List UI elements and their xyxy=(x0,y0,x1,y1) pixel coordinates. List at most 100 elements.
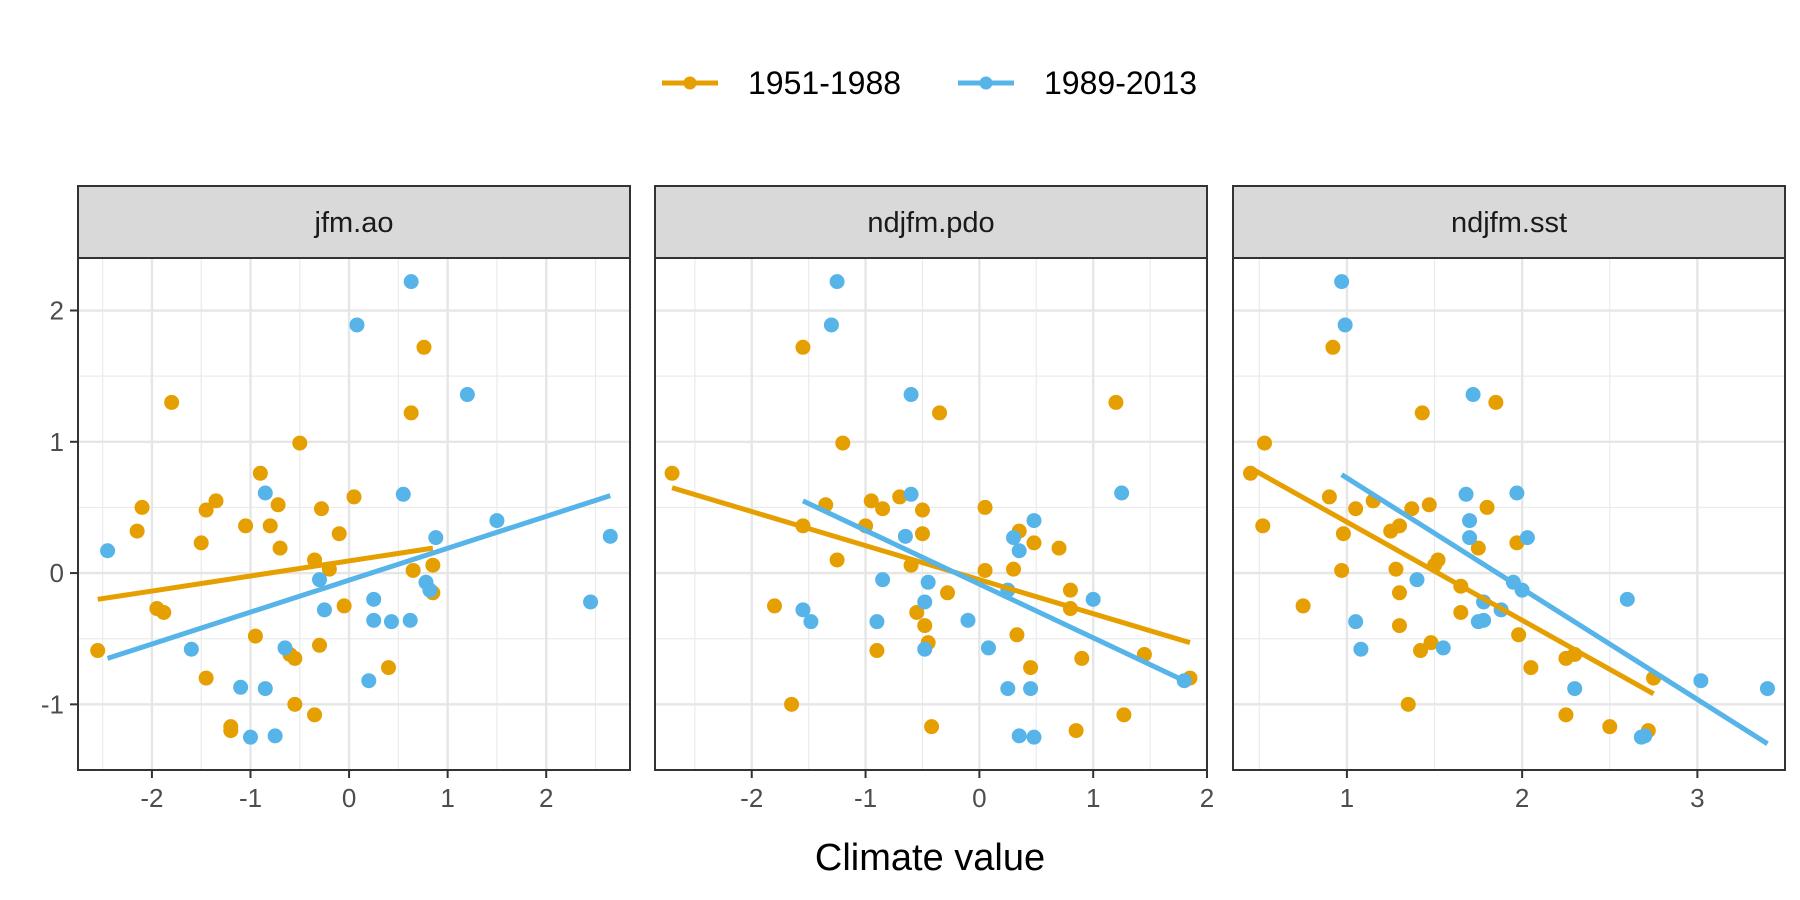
point-1951-1988 xyxy=(1511,627,1527,643)
point-1951-1988 xyxy=(425,557,441,573)
point-1951-1988 xyxy=(1257,435,1273,451)
point-1951-1988 xyxy=(664,465,680,481)
x-tick-label: 3 xyxy=(1690,783,1704,813)
x-tick-label: -2 xyxy=(740,783,763,813)
fit-line-1989-2013 xyxy=(1340,472,1769,746)
facet-panel-ndjfm.pdo: ndjfm.pdo -2 -1 0 1 2 xyxy=(654,185,1214,813)
point-1951-1988 xyxy=(1108,394,1124,410)
point-1989-2013 xyxy=(1465,387,1481,403)
point-1951-1988 xyxy=(238,518,254,534)
point-1989-2013 xyxy=(1353,641,1369,657)
x-axis-label: Climate value xyxy=(815,837,1045,879)
point-1951-1988 xyxy=(1400,696,1416,712)
point-1951-1988 xyxy=(134,499,150,515)
point-1951-1988 xyxy=(829,552,845,568)
point-1989-2013 xyxy=(823,317,839,333)
point-1951-1988 xyxy=(223,723,239,739)
point-1951-1988 xyxy=(1388,561,1404,577)
point-1951-1988 xyxy=(932,405,948,421)
point-1951-1988 xyxy=(405,562,421,578)
point-1951-1988 xyxy=(875,501,891,517)
fit-line-1951-1988 xyxy=(97,545,434,602)
point-1989-2013 xyxy=(1693,673,1709,689)
point-1951-1988 xyxy=(835,435,851,451)
point-1951-1988 xyxy=(198,670,214,686)
legend-key-point xyxy=(683,76,697,90)
facet-panel-jfm.ao: jfm.ao -2 -1 0 1 2 -1 0 1 2 xyxy=(41,185,631,813)
facet-panel-ndjfm.sst: ndjfm.sst 1 2 3 xyxy=(1232,185,1786,813)
x-tick-label: -2 xyxy=(140,783,163,813)
point-1951-1988 xyxy=(1414,405,1430,421)
point-1989-2013 xyxy=(395,486,411,502)
point-1989-2013 xyxy=(257,485,273,501)
data-layer xyxy=(664,274,1198,745)
point-1951-1988 xyxy=(1335,526,1351,542)
point-1951-1988 xyxy=(1009,627,1025,643)
point-1951-1988 xyxy=(1068,723,1084,739)
point-1989-2013 xyxy=(960,612,976,628)
point-1989-2013 xyxy=(583,594,599,610)
point-1951-1988 xyxy=(1391,618,1407,634)
point-1989-2013 xyxy=(1435,640,1451,656)
point-1951-1988 xyxy=(1255,518,1271,534)
panel-border xyxy=(654,257,1208,771)
facet-strip xyxy=(654,185,1208,259)
point-1951-1988 xyxy=(129,523,145,539)
point-1989-2013 xyxy=(920,574,936,590)
legend-label: 1989-2013 xyxy=(1044,65,1197,101)
point-1989-2013 xyxy=(267,728,283,744)
point-1951-1988 xyxy=(909,604,925,620)
x-tick-label: 2 xyxy=(1515,783,1529,813)
point-1951-1988 xyxy=(270,497,286,513)
point-1951-1988 xyxy=(1391,518,1407,534)
facet-strip-label: ndjfm.sst xyxy=(1451,207,1567,239)
point-1989-2013 xyxy=(459,387,475,403)
point-1989-2013 xyxy=(1637,728,1653,744)
point-1951-1988 xyxy=(90,643,106,659)
point-1989-2013 xyxy=(917,641,933,657)
point-1951-1988 xyxy=(247,628,263,644)
point-1951-1988 xyxy=(1062,582,1078,598)
point-1951-1988 xyxy=(914,502,930,518)
point-1951-1988 xyxy=(287,650,303,666)
point-1989-2013 xyxy=(1023,681,1039,697)
point-1951-1988 xyxy=(1470,540,1486,556)
point-1989-2013 xyxy=(903,387,919,403)
point-1951-1988 xyxy=(795,339,811,355)
point-1989-2013 xyxy=(1509,485,1525,501)
point-1951-1988 xyxy=(252,465,268,481)
point-1951-1988 xyxy=(1321,489,1337,505)
point-1951-1988 xyxy=(292,435,308,451)
point-1989-2013 xyxy=(602,528,618,544)
point-1951-1988 xyxy=(164,394,180,410)
point-1951-1988 xyxy=(1116,707,1132,723)
point-1989-2013 xyxy=(312,572,327,588)
point-1951-1988 xyxy=(1325,339,1341,355)
point-1989-2013 xyxy=(1462,513,1478,529)
point-1951-1988 xyxy=(336,598,352,614)
legend-entry-1989-2013: 1989-2013 xyxy=(958,65,1197,101)
point-1951-1988 xyxy=(312,637,327,653)
point-1989-2013 xyxy=(869,614,885,630)
point-1951-1988 xyxy=(892,489,908,505)
point-1989-2013 xyxy=(875,572,891,588)
fit-line-1951-1988 xyxy=(1249,465,1655,697)
point-1989-2013 xyxy=(1085,591,1101,607)
point-1989-2013 xyxy=(349,317,365,333)
point-1951-1988 xyxy=(869,643,885,659)
point-1951-1988 xyxy=(262,518,278,534)
point-1989-2013 xyxy=(257,681,273,697)
point-1951-1988 xyxy=(307,707,323,723)
x-tick-label: -1 xyxy=(854,783,877,813)
point-1951-1988 xyxy=(914,526,930,542)
gridlines xyxy=(655,258,1207,770)
point-1989-2013 xyxy=(100,543,116,559)
point-1989-2013 xyxy=(1409,572,1425,588)
point-1989-2013 xyxy=(903,486,919,502)
x-tick-label: 0 xyxy=(972,783,986,813)
point-1951-1988 xyxy=(346,489,362,505)
point-1951-1988 xyxy=(1348,501,1364,517)
point-1951-1988 xyxy=(977,562,993,578)
point-1989-2013 xyxy=(1011,543,1027,559)
